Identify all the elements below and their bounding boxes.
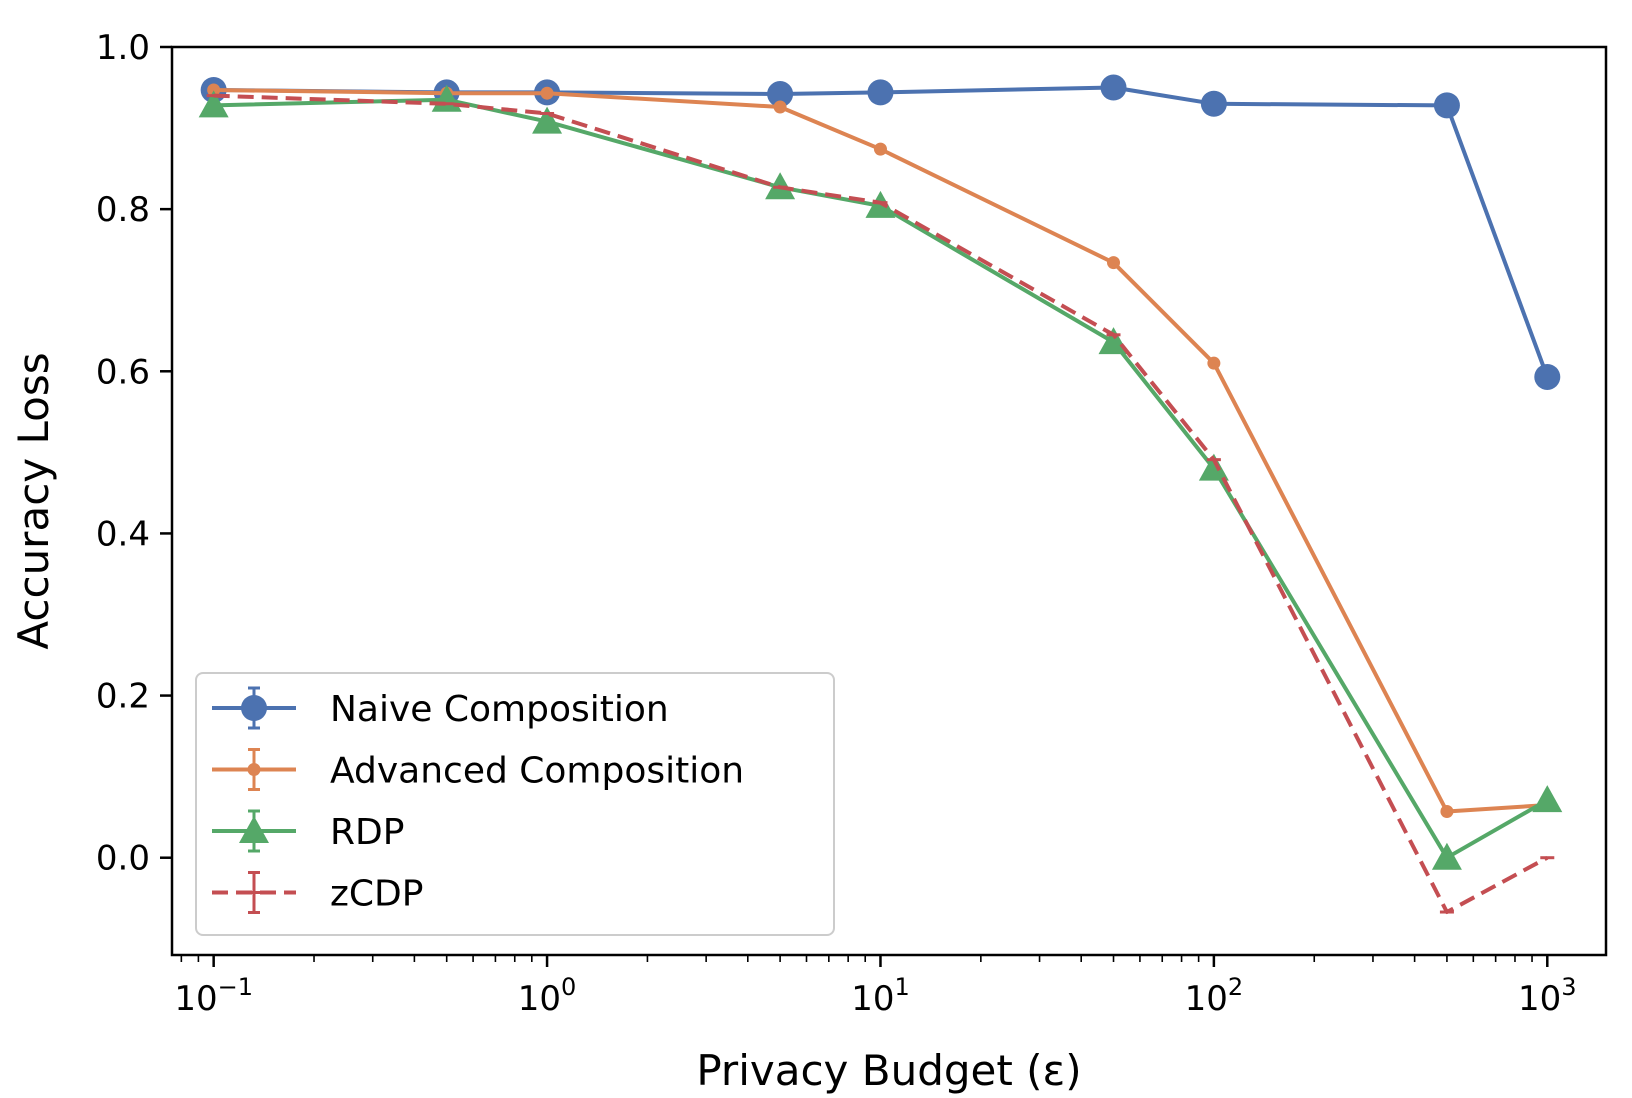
x-axis-label: Privacy Budget (ε) bbox=[696, 1046, 1081, 1095]
legend-label: Naive Composition bbox=[330, 689, 669, 730]
y-tick-label: 0.2 bbox=[96, 677, 150, 717]
x-tick-label: 103 bbox=[1518, 973, 1577, 1019]
data-point bbox=[1532, 785, 1563, 813]
data-point bbox=[1198, 453, 1229, 481]
data-point bbox=[1100, 74, 1127, 101]
plot-frame bbox=[170, 45, 1608, 957]
y-tick-label: 0.0 bbox=[96, 839, 150, 879]
data-point bbox=[207, 83, 221, 97]
legend-entries: Naive Composition Advanced Composition RDP… bbox=[212, 686, 744, 915]
series-line bbox=[213, 85, 1550, 378]
legend-box bbox=[195, 672, 835, 936]
x-tick-label: 102 bbox=[1185, 973, 1244, 1019]
x-axis: 10−1 100 101 102 103 bbox=[174, 955, 1577, 1019]
y-tick-label: 0.6 bbox=[96, 352, 150, 392]
legend-marker bbox=[239, 816, 269, 843]
x-tick-label: 101 bbox=[851, 973, 910, 1019]
y-tick-label: 0.8 bbox=[96, 190, 150, 230]
data-point bbox=[1534, 363, 1561, 390]
legend-marker bbox=[241, 695, 267, 721]
legend-entry: Advanced Composition bbox=[212, 748, 744, 792]
data-point bbox=[532, 106, 563, 134]
x-tick-label: 100 bbox=[518, 973, 577, 1019]
series-naive-composition bbox=[200, 74, 1561, 390]
y-axis: 0.0 0.2 0.4 0.6 0.8 1.0 bbox=[96, 28, 172, 879]
data-point bbox=[540, 86, 554, 100]
y-tick-label: 1.0 bbox=[96, 28, 150, 68]
series-layer bbox=[198, 74, 1563, 914]
legend-label: Advanced Composition bbox=[330, 751, 744, 792]
data-point bbox=[1107, 256, 1121, 270]
y-axis-label: Accuracy Loss bbox=[9, 352, 58, 649]
legend-entry: zCDP bbox=[212, 871, 423, 915]
series-zcdp bbox=[206, 93, 1555, 914]
data-point bbox=[873, 142, 887, 156]
data-point bbox=[1431, 842, 1462, 870]
data-point bbox=[1440, 805, 1454, 819]
data-point bbox=[198, 90, 229, 118]
data-point bbox=[867, 79, 894, 106]
legend-label: RDP bbox=[330, 812, 404, 853]
data-point bbox=[1200, 90, 1227, 117]
data-point bbox=[767, 81, 794, 108]
data-point bbox=[1433, 92, 1460, 119]
y-tick-label: 0.4 bbox=[96, 514, 150, 554]
legend-entry: Naive Composition bbox=[212, 686, 669, 730]
legend: Naive Composition Advanced Composition RDP… bbox=[195, 672, 835, 936]
data-point bbox=[773, 100, 787, 114]
x-tick-label: 10−1 bbox=[174, 973, 253, 1019]
data-point bbox=[1207, 356, 1221, 370]
legend-label: zCDP bbox=[330, 874, 423, 915]
legend-entry: RDP bbox=[212, 809, 404, 853]
data-point bbox=[1098, 327, 1129, 355]
legend-marker bbox=[247, 763, 261, 776]
